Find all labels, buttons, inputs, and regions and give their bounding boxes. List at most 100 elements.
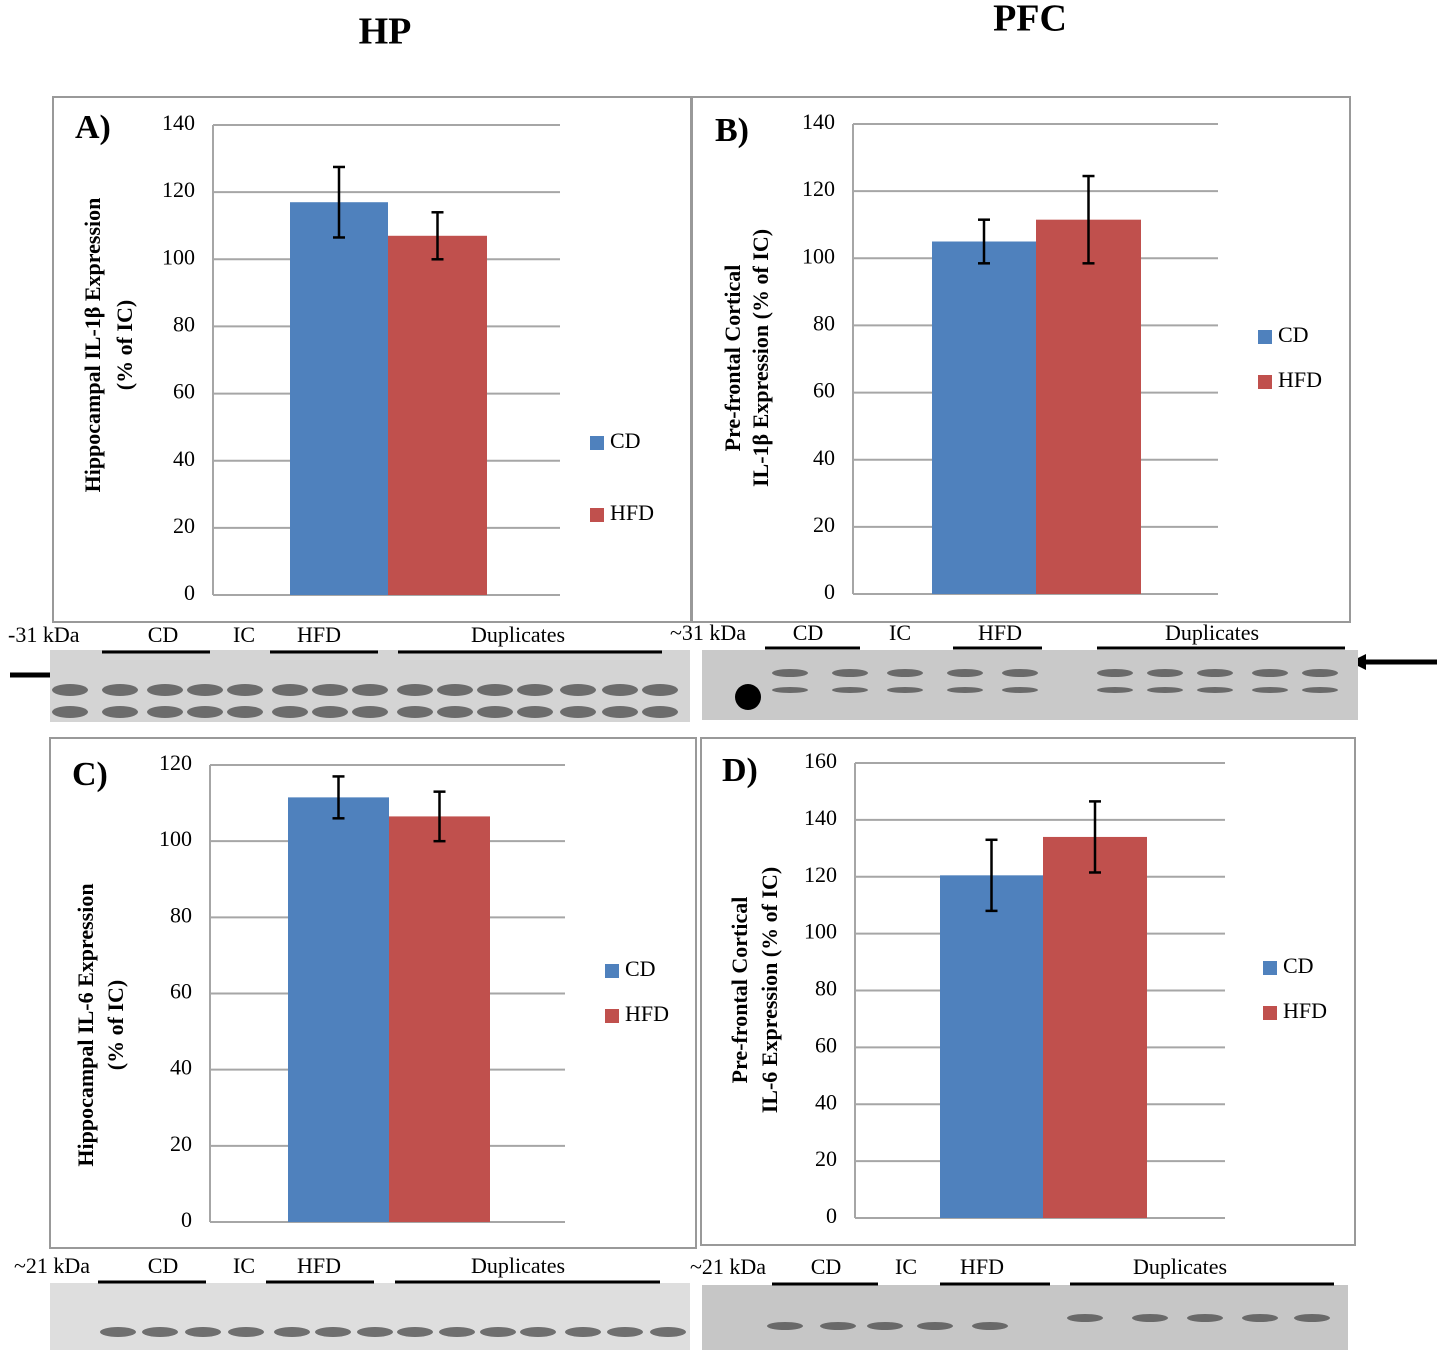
legend-swatch [1258, 330, 1272, 344]
y-tick-label: 120 [802, 176, 835, 201]
y-tick-label: 80 [170, 902, 192, 927]
blot-band [477, 706, 513, 718]
y-tick-label: 120 [804, 862, 837, 887]
blot-band [972, 1322, 1008, 1330]
y-tick-label: 120 [162, 177, 195, 202]
blot-band [228, 1327, 264, 1337]
blot-marker: ~21 kDa [14, 1253, 90, 1278]
y-axis-label: Pre-frontal Cortical [727, 897, 752, 1084]
panel-label: A) [75, 109, 111, 146]
blot-band [480, 1327, 516, 1337]
y-axis-label: (% of IC) [103, 980, 128, 1070]
bar [389, 816, 490, 1222]
y-axis-label: (% of IC) [112, 300, 137, 390]
blot-image [50, 1283, 690, 1350]
blot-lane-label: IC [889, 620, 911, 645]
figure: HP PFC 0 20 40 60 80 100 120 140 CD HFD A) Hippocam… [0, 0, 1443, 1350]
blot-band [397, 684, 433, 696]
blot-lane-label: IC [233, 622, 255, 647]
legend-swatch [1263, 961, 1277, 975]
blot-lane-label: CD [793, 620, 824, 645]
blot-band [887, 687, 923, 693]
blot-band [832, 669, 868, 677]
blot-band [312, 684, 348, 696]
blot-band [947, 687, 983, 693]
y-tick-label: 40 [170, 1055, 192, 1080]
blot-band [602, 684, 638, 696]
blot-lane-label: Duplicates [471, 622, 565, 647]
blot-lane-label: IC [895, 1254, 917, 1279]
y-tick-label: 80 [173, 311, 195, 336]
blot-band [187, 684, 223, 696]
legend-swatch [590, 436, 604, 450]
legend-swatch [605, 964, 619, 978]
y-tick-label: 120 [159, 750, 192, 775]
blot-band [1242, 1314, 1278, 1322]
blot-marker: ~31 kDa [670, 620, 746, 645]
y-tick-label: 40 [173, 446, 195, 471]
legend-swatch [1263, 1006, 1277, 1020]
blot-lane-label: HFD [297, 1253, 341, 1278]
blot-band [1132, 1314, 1168, 1322]
blot-band [437, 684, 473, 696]
blot-band [832, 687, 868, 693]
bar [288, 797, 389, 1222]
blot-band [517, 684, 553, 696]
blot-image [702, 650, 1358, 720]
blot-band [352, 706, 388, 718]
blot-lane-label: CD [148, 1253, 179, 1278]
y-tick-label: 60 [170, 979, 192, 1004]
blot-band [560, 684, 596, 696]
y-axis-label: Hippocampal IL-6 Expression [73, 883, 98, 1166]
blot-band [565, 1327, 601, 1337]
y-tick-label: 20 [170, 1131, 192, 1156]
blot-band [520, 1327, 556, 1337]
blot-band [397, 706, 433, 718]
panel-label: D) [722, 752, 758, 789]
blot-lane-label: Duplicates [1133, 1254, 1227, 1279]
y-tick-label: 100 [162, 244, 195, 269]
blot-band [1294, 1314, 1330, 1322]
legend-swatch [1258, 375, 1272, 389]
y-tick-label: 60 [173, 379, 195, 404]
y-axis-label: IL-1β Expression (% of IC) [748, 229, 773, 487]
blot-band [274, 1327, 310, 1337]
blot-band [147, 684, 183, 696]
bar [932, 242, 1036, 595]
y-axis-label: Pre-frontal Cortical [720, 265, 745, 452]
blot-band [1147, 669, 1183, 677]
blot-band [52, 706, 88, 718]
blot-band [1187, 1314, 1223, 1322]
blot-band [1147, 687, 1183, 693]
y-tick-label: 80 [813, 310, 835, 335]
legend-swatch [605, 1009, 619, 1023]
blot-lane-label: CD [811, 1254, 842, 1279]
blot-marker: -31 kDa [8, 622, 80, 647]
legend-label: CD [610, 428, 641, 453]
blot-band [312, 706, 348, 718]
blot-band [227, 706, 263, 718]
column-header: PFC [993, 0, 1067, 40]
y-tick-label: 20 [815, 1146, 837, 1171]
blot-band [517, 706, 553, 718]
blot-band [52, 684, 88, 696]
blot-band [102, 706, 138, 718]
blot-band [272, 706, 308, 718]
blot-band [142, 1327, 178, 1337]
y-tick-label: 20 [173, 513, 195, 538]
blot-band [437, 706, 473, 718]
blot-band [1002, 687, 1038, 693]
column-header: HP [359, 11, 412, 53]
legend-swatch [590, 508, 604, 522]
blot-lane-label: HFD [960, 1254, 1004, 1279]
y-tick-label: 40 [813, 445, 835, 470]
blot-band [642, 706, 678, 718]
blot-band [272, 684, 308, 696]
blot-band [1252, 687, 1288, 693]
y-tick-label: 0 [184, 580, 195, 605]
blot-lane-label: Duplicates [1165, 620, 1259, 645]
y-tick-label: 140 [804, 805, 837, 830]
y-tick-label: 140 [162, 110, 195, 135]
blot-band [947, 669, 983, 677]
legend-label: CD [625, 956, 656, 981]
